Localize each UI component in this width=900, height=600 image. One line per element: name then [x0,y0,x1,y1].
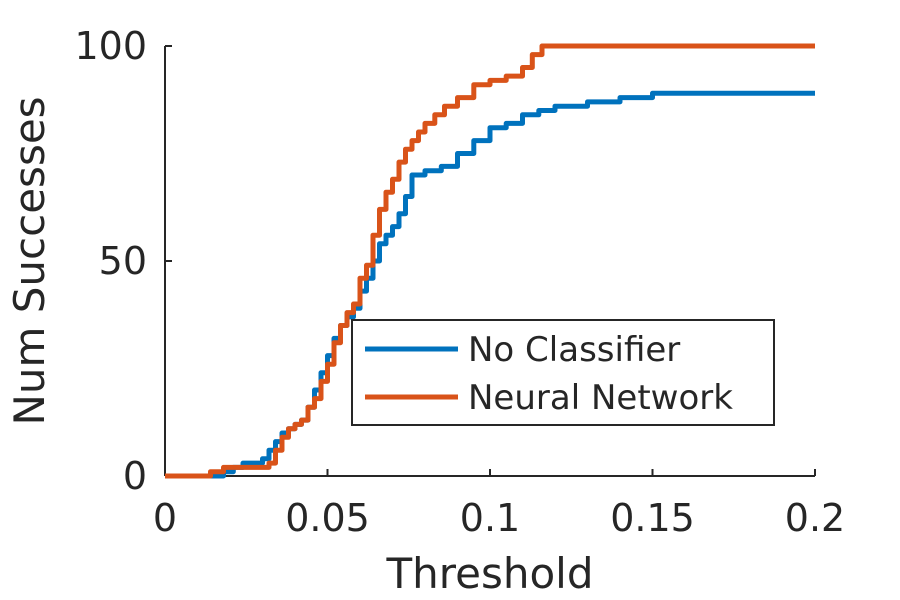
legend: No Classifier Neural Network [351,319,775,426]
x-tick-label: 0.15 [610,496,695,540]
series-line-neural-network [165,43,815,479]
x-tick-label: 0.2 [785,496,845,540]
y-tick-label: 100 [74,24,147,68]
y-tick-label: 50 [99,239,147,283]
x-tick-label: 0.05 [285,496,370,540]
legend-box [351,319,775,426]
y-axis-title: Num Successes [5,96,54,425]
y-tick-label: 0 [123,454,147,498]
series-layer [165,43,815,479]
x-tick-label: 0.1 [460,496,520,540]
legend-label-neural-network: Neural Network [468,378,733,418]
x-tick-label: 0 [153,496,177,540]
x-axis-title: Threshold [386,549,594,598]
ticks: 0 0.05 0.1 0.15 0.2 0 50 100 [74,24,845,540]
legend-label-no-classifier: No Classifier [468,330,680,370]
